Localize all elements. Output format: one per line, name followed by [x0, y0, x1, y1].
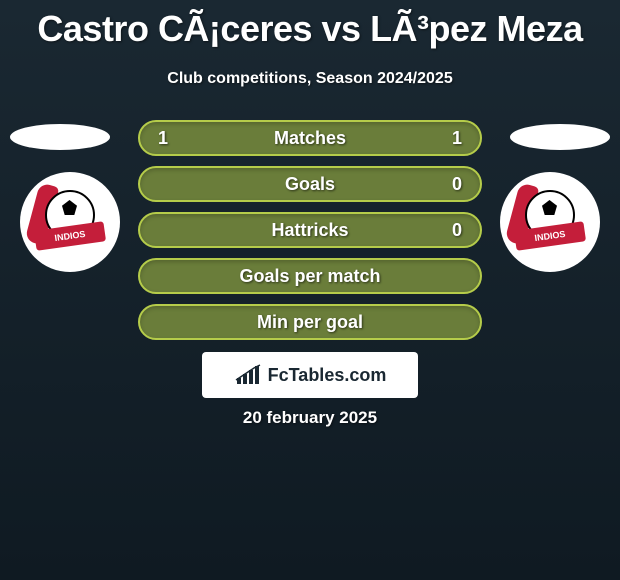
stat-row: Goals 0 [138, 166, 482, 202]
stat-row: 1 Matches 1 [138, 120, 482, 156]
watermark: FcTables.com [202, 352, 418, 398]
stat-label: Matches [274, 128, 346, 149]
stat-label: Hattricks [271, 220, 348, 241]
stat-right-value: 0 [452, 174, 462, 195]
stats-container: 1 Matches 1 Goals 0 Hattricks 0 Goals pe… [138, 120, 482, 350]
subtitle: Club competitions, Season 2024/2025 [0, 70, 620, 88]
stat-label: Goals per match [239, 266, 380, 287]
stat-label: Min per goal [257, 312, 363, 333]
player-avatar-left [10, 124, 110, 150]
date: 20 february 2025 [0, 408, 620, 428]
badge-graphic: INDIOS [30, 182, 110, 262]
chart-icon [234, 364, 262, 386]
stat-label: Goals [285, 174, 335, 195]
stat-row: Goals per match [138, 258, 482, 294]
badge-graphic: INDIOS [510, 182, 590, 262]
player-avatar-right [510, 124, 610, 150]
watermark-text: FcTables.com [268, 365, 387, 386]
stat-row: Min per goal [138, 304, 482, 340]
club-badge-left: INDIOS [20, 172, 120, 272]
stat-row: Hattricks 0 [138, 212, 482, 248]
stat-right-value: 1 [452, 128, 462, 149]
stat-left-value: 1 [158, 128, 168, 149]
page-title: Castro CÃ¡ceres vs LÃ³pez Meza [0, 0, 620, 50]
stat-right-value: 0 [452, 220, 462, 241]
club-badge-right: INDIOS [500, 172, 600, 272]
